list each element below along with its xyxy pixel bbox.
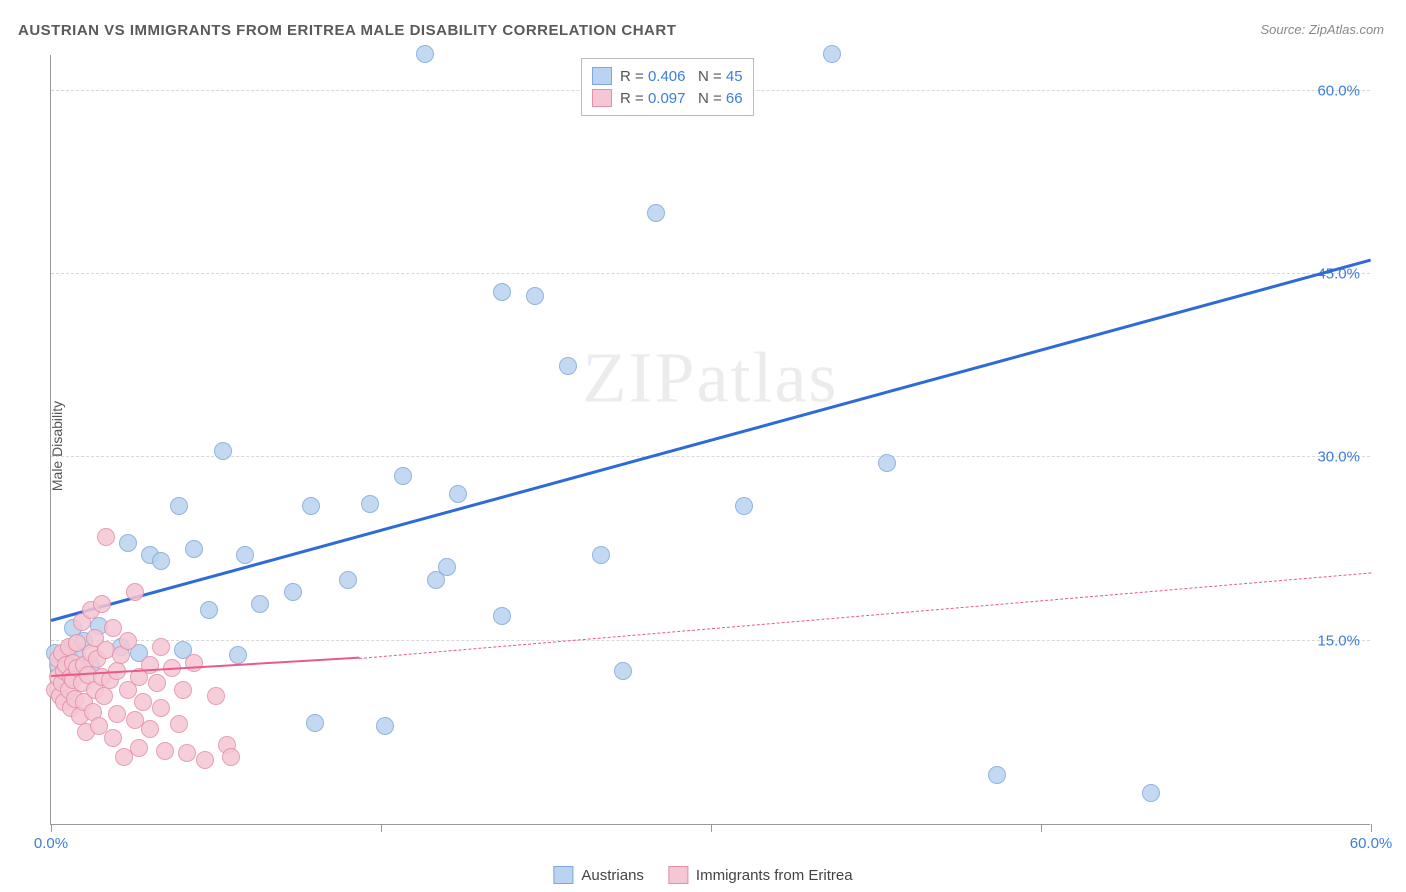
data-point [200,601,218,619]
data-point [207,687,225,705]
data-point [306,714,324,732]
gridline [51,456,1370,457]
data-point [526,287,544,305]
data-point [119,534,137,552]
legend-swatch [592,89,612,107]
legend-correlation: R = 0.406 N = 45 R = 0.097 N = 66 [581,58,754,116]
data-point [93,595,111,613]
data-point [1142,784,1160,802]
data-point [493,283,511,301]
data-point [438,558,456,576]
data-point [148,674,166,692]
data-point [141,720,159,738]
data-point [236,546,254,564]
legend-stats: R = 0.097 N = 66 [620,90,743,107]
data-point [152,552,170,570]
data-point [108,705,126,723]
data-point [361,495,379,513]
legend-item: Austrians [553,866,644,884]
data-point [823,45,841,63]
x-tick-label: 60.0% [1350,835,1393,852]
data-point [284,583,302,601]
data-point [104,619,122,637]
data-point [185,654,203,672]
chart-title: AUSTRIAN VS IMMIGRANTS FROM ERITREA MALE… [18,22,676,39]
legend-swatch [592,67,612,85]
data-point [95,687,113,705]
data-point [339,571,357,589]
plot-area: ZIPatlas 15.0%30.0%45.0%60.0%0.0%60.0%R … [50,55,1370,825]
legend-label: Immigrants from Eritrea [696,867,853,884]
data-point [152,699,170,717]
x-tick [51,824,52,832]
data-point [988,766,1006,784]
data-point [559,357,577,375]
data-point [134,693,152,711]
data-point [222,748,240,766]
data-point [592,546,610,564]
data-point [394,467,412,485]
source-attribution: Source: ZipAtlas.com [1260,22,1384,37]
gridline [51,640,1370,641]
trend-line [51,259,1372,622]
y-tick-label: 30.0% [1317,449,1360,466]
data-point [196,751,214,769]
data-point [126,583,144,601]
data-point [647,204,665,222]
gridline [51,273,1370,274]
y-tick-label: 60.0% [1317,82,1360,99]
legend-row: R = 0.406 N = 45 [592,65,743,87]
x-tick [381,824,382,832]
data-point [878,454,896,472]
data-point [185,540,203,558]
data-point [156,742,174,760]
data-point [97,528,115,546]
data-point [174,681,192,699]
data-point [229,646,247,664]
data-point [119,632,137,650]
x-tick [1371,824,1372,832]
legend-swatch [553,866,573,884]
data-point [170,715,188,733]
chart-container: AUSTRIAN VS IMMIGRANTS FROM ERITREA MALE… [0,0,1406,892]
data-point [251,595,269,613]
x-tick [1041,824,1042,832]
data-point [614,662,632,680]
data-point [493,607,511,625]
data-point [104,729,122,747]
legend-item: Immigrants from Eritrea [668,866,853,884]
data-point [302,497,320,515]
legend-stats: R = 0.406 N = 45 [620,68,743,85]
legend-row: R = 0.097 N = 66 [592,87,743,109]
data-point [178,744,196,762]
data-point [214,442,232,460]
legend-bottom: Austrians Immigrants from Eritrea [553,866,852,884]
data-point [416,45,434,63]
watermark: ZIPatlas [583,336,839,419]
data-point [376,717,394,735]
x-tick [711,824,712,832]
x-tick-label: 0.0% [34,835,68,852]
data-point [170,497,188,515]
data-point [735,497,753,515]
legend-label: Austrians [581,867,644,884]
data-point [152,638,170,656]
data-point [130,739,148,757]
y-tick-label: 15.0% [1317,632,1360,649]
data-point [449,485,467,503]
legend-swatch [668,866,688,884]
